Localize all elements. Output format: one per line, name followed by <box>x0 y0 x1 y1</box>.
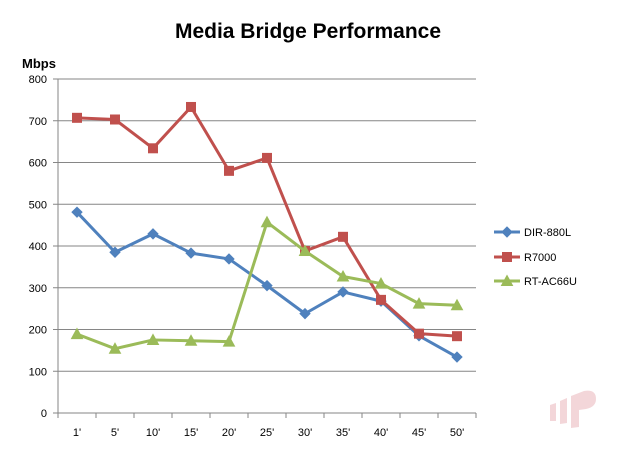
data-point-triangle <box>184 334 198 346</box>
x-tick-label: 10' <box>146 427 160 439</box>
legend-label: DIR-880L <box>524 227 571 239</box>
y-tick-label: 200 <box>29 325 47 337</box>
data-point-triangle <box>412 297 426 309</box>
y-tick-label: 100 <box>29 366 47 378</box>
data-point-diamond <box>299 307 311 320</box>
data-point-square <box>338 231 348 242</box>
x-tick-label: 50' <box>450 427 464 439</box>
data-point-triangle <box>298 244 312 257</box>
y-axis-label: Mbps <box>22 56 56 71</box>
data-point-diamond <box>337 286 349 298</box>
x-tick-label: 1' <box>73 427 81 439</box>
x-tick-label: 30' <box>298 427 312 439</box>
data-point-diamond <box>223 253 235 265</box>
legend-label: R7000 <box>524 252 556 264</box>
y-tick-label: 600 <box>29 158 47 170</box>
data-point-triangle <box>146 333 160 345</box>
legend-item: DIR-880L <box>494 226 571 239</box>
data-point-diamond <box>147 228 159 240</box>
y-tick-label: 400 <box>29 241 47 253</box>
x-tick-label: 5' <box>111 427 119 439</box>
y-tick-label: 0 <box>41 408 47 420</box>
chart-title: Media Bridge Performance <box>175 20 441 43</box>
y-tick-label: 700 <box>29 116 47 128</box>
y-tick-labels: 0 100 200 300 400 500 600 700 800 <box>29 74 47 420</box>
x-tick-label: 15' <box>184 427 198 439</box>
data-point-triangle <box>374 277 388 289</box>
data-point-diamond <box>501 226 513 238</box>
legend-label: RT-AC66U <box>524 276 577 288</box>
x-tick-label: 35' <box>336 427 350 439</box>
axes <box>57 79 476 414</box>
y-tick-label: 800 <box>29 74 47 86</box>
x-tick-label: 45' <box>412 427 426 439</box>
data-point-diamond <box>451 351 463 363</box>
data-point-square <box>502 252 512 262</box>
data-point-diamond <box>185 247 197 259</box>
data-series <box>70 101 464 363</box>
x-tick-label: 40' <box>374 427 388 439</box>
data-point-square <box>72 112 82 123</box>
x-tick-label: 20' <box>222 427 236 439</box>
y-tick-label: 300 <box>29 283 47 295</box>
series-2 <box>70 215 464 354</box>
data-point-square <box>414 328 424 339</box>
data-point-triangle <box>450 298 464 311</box>
data-point-triangle <box>500 274 514 286</box>
data-point-triangle <box>222 335 236 347</box>
x-tick-label: 25' <box>260 427 274 439</box>
data-point-triangle <box>336 269 350 282</box>
y-tick-label: 500 <box>29 199 47 211</box>
data-point-square <box>148 143 158 154</box>
data-point-square <box>452 331 462 342</box>
data-point-triangle <box>260 215 274 228</box>
data-point-diamond <box>261 279 273 292</box>
data-point-square <box>224 165 234 176</box>
x-tick-labels: 1' 5' 10' 15' 20' 25' 30' 35' 40' 45' 50' <box>73 427 464 439</box>
data-point-square <box>262 152 272 163</box>
data-point-triangle <box>70 327 84 340</box>
data-point-square <box>110 114 120 125</box>
data-point-square <box>186 101 196 112</box>
legend-item: RT-AC66U <box>494 274 577 288</box>
data-point-square <box>376 294 386 305</box>
legend: DIR-880L R7000 RT-AC66U <box>494 226 577 288</box>
legend-item: R7000 <box>494 252 556 264</box>
data-point-triangle <box>108 342 122 354</box>
data-point-diamond <box>71 206 83 218</box>
series-0 <box>71 206 463 363</box>
data-point-diamond <box>109 246 121 258</box>
brand-logo-watermark <box>550 390 596 428</box>
